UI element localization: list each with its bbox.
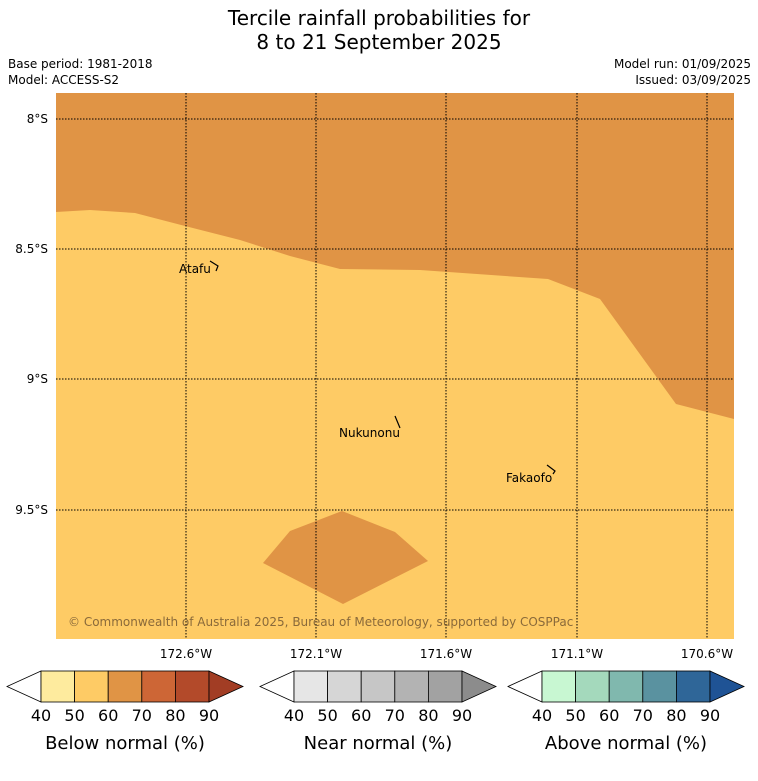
atafu-atoll-icon — [209, 260, 219, 272]
above-colorbar-upper-extend — [709, 670, 745, 703]
near-colorbar-tick-label: 40 — [284, 706, 304, 725]
near-colorbar-segment — [327, 670, 362, 703]
below-colorbar-label: Below normal (%) — [45, 733, 205, 754]
map-title-line2: 8 to 21 September 2025 — [256, 30, 502, 54]
above-colorbar-tick-label: 40 — [532, 706, 552, 725]
copyright-text: © Commonwealth of Australia 2025, Bureau… — [68, 615, 573, 629]
above-colorbar-tick-label: 90 — [700, 706, 720, 725]
below-colorbar-segment — [74, 670, 109, 703]
map-title-line1: Tercile rainfall probabilities for — [227, 6, 531, 30]
near-colorbar-tick-label: 60 — [351, 706, 371, 725]
above-colorbar-tick-label: 80 — [666, 706, 686, 725]
nukunonu-atoll-icon — [394, 415, 401, 429]
below-colorbar-tick-label: 90 — [199, 706, 219, 725]
graticule — [56, 93, 734, 639]
place-label-nukunonu: Nukunonu — [339, 426, 400, 440]
below-colorbar-segment — [141, 670, 176, 703]
near-normal-colorbar: 40 50 60 70 80 90 Near normal (%) — [259, 670, 497, 754]
below-colorbar-tick-label: 50 — [64, 706, 84, 725]
atoll-outlines — [209, 260, 556, 475]
lon-label-172-6w: 172.6°W — [160, 647, 212, 661]
below-normal-colorbar: 40 50 60 70 80 90 Below normal (%) — [6, 670, 244, 754]
place-label-fakaofo: Fakaofo — [506, 471, 552, 485]
lon-axis-labels: 172.6°W 172.1°W 171.6°W 171.1°W 170.6°W — [160, 647, 733, 661]
place-label-atafu: Atafu — [179, 262, 211, 276]
model-run-text: Model run: 01/09/2025 — [613, 57, 751, 71]
near-colorbar-segment — [394, 670, 429, 703]
below-colorbar-upper-extend — [208, 670, 244, 703]
below-colorbar-segment — [40, 670, 75, 703]
colorbar-group: 40 50 60 70 80 90 Below normal (%) 40 50 60 70 80 90… — [6, 670, 745, 754]
lat-label-9-5s: 9.5°S — [15, 503, 48, 517]
lon-label-171-1w: 171.1°W — [551, 647, 603, 661]
lon-label-170-6w: 170.6°W — [681, 647, 733, 661]
above-colorbar-tick-label: 50 — [565, 706, 585, 725]
near-colorbar-tick-label: 50 — [317, 706, 337, 725]
below-colorbar-tick-label: 80 — [165, 706, 185, 725]
model-text: Model: ACCESS-S2 — [8, 73, 120, 87]
near-colorbar-label: Near normal (%) — [304, 733, 453, 754]
above-colorbar-segment — [676, 670, 711, 703]
above-colorbar-label: Above normal (%) — [545, 733, 707, 754]
above-colorbar-segment — [575, 670, 610, 703]
near-colorbar-lower-extend — [259, 670, 295, 703]
lon-label-171-6w: 171.6°W — [420, 647, 472, 661]
above-colorbar-segment — [642, 670, 677, 703]
near-colorbar-segment — [293, 670, 328, 703]
near-colorbar-tick-label: 90 — [452, 706, 472, 725]
above-colorbar-lower-extend — [507, 670, 543, 703]
below-colorbar-tick-label: 60 — [98, 706, 118, 725]
map-panel: Atafu Nukunonu Fakaofo © Commonwealth of… — [56, 93, 734, 639]
near-colorbar-tick-label: 80 — [418, 706, 438, 725]
near-colorbar-tick-label: 70 — [385, 706, 405, 725]
lat-label-9s: 9°S — [27, 372, 48, 386]
lat-label-8s: 8°S — [27, 112, 48, 126]
near-colorbar-segment — [360, 670, 396, 703]
below-colorbar-tick-label: 40 — [31, 706, 51, 725]
lat-axis-labels: 8°S 8.5°S 9°S 9.5°S — [15, 112, 48, 517]
above-colorbar-tick-label: 60 — [599, 706, 619, 725]
lat-label-8-5s: 8.5°S — [15, 242, 48, 256]
lon-label-172-1w: 172.1°W — [290, 647, 342, 661]
below-normal-60-70-area — [56, 93, 734, 419]
above-colorbar-tick-label: 70 — [633, 706, 653, 725]
below-colorbar-lower-extend — [6, 670, 42, 703]
below-colorbar-tick-label: 70 — [132, 706, 152, 725]
base-period-text: Base period: 1981-2018 — [8, 57, 153, 71]
near-colorbar-segment — [427, 670, 463, 703]
above-normal-colorbar: 40 50 60 70 80 90 Above normal (%) — [507, 670, 745, 754]
issued-text: Issued: 03/09/2025 — [635, 73, 751, 87]
above-colorbar-segment — [608, 670, 644, 703]
fakaofo-atoll-icon — [546, 464, 556, 475]
above-colorbar-segment — [541, 670, 576, 703]
below-normal-60-70-patch — [263, 511, 428, 604]
below-colorbar-segment — [107, 670, 143, 703]
near-colorbar-upper-extend — [461, 670, 497, 703]
below-colorbar-segment — [174, 670, 210, 703]
